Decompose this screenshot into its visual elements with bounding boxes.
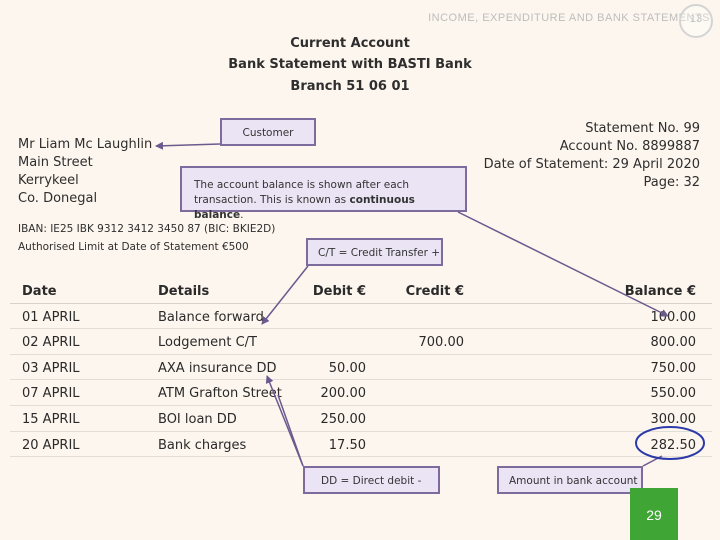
account-number: Account No. 8899887 bbox=[559, 139, 700, 154]
customer-county: Co. Donegal bbox=[18, 191, 98, 206]
row-debit: 250.00 bbox=[320, 411, 367, 427]
balance-arrow bbox=[457, 211, 669, 317]
page-number: 29 bbox=[646, 507, 662, 523]
row-details: AXA insurance DD bbox=[158, 360, 277, 376]
table-row: 20 APRIL Bank charges 17.50 282.50 bbox=[10, 432, 712, 458]
row-details: BOI loan DD bbox=[158, 411, 237, 427]
statement-number: Statement No. 99 bbox=[585, 121, 700, 136]
continuous-balance-end: . bbox=[240, 209, 244, 221]
slide-number: 13 bbox=[689, 13, 703, 25]
page-number-badge bbox=[630, 488, 678, 540]
row-details: Bank charges bbox=[158, 437, 247, 453]
row-details: ATM Grafton Street bbox=[158, 386, 282, 402]
row-debit: 17.50 bbox=[328, 437, 366, 453]
customer-callout: Customer bbox=[220, 118, 316, 146]
table-header-row: Date Details Debit € Credit € Balance € bbox=[10, 278, 712, 304]
table-row: 15 APRIL BOI loan DD 250.00 300.00 bbox=[10, 406, 712, 432]
customer-callout-text: Customer bbox=[242, 127, 294, 139]
continuous-balance-callout: The account balance is shown after each … bbox=[180, 166, 467, 221]
row-balance: 550.00 bbox=[650, 386, 697, 402]
slide-number-circle bbox=[679, 4, 713, 38]
table-row: 03 APRIL AXA insurance DD 50.00 750.00 bbox=[10, 355, 712, 381]
row-details: Balance forward bbox=[158, 309, 264, 325]
account-type-heading: Current Account bbox=[290, 36, 410, 51]
header-details: Details bbox=[158, 284, 210, 299]
continuous-balance-term: continuous balance bbox=[194, 194, 415, 221]
row-date: 15 APRIL bbox=[22, 411, 80, 427]
direct-debit-callout: DD = Direct debit - bbox=[303, 466, 440, 494]
header-date: Date bbox=[22, 284, 57, 299]
statement-page: Page: 32 bbox=[643, 175, 700, 190]
authorised-limit: Authorised Limit at Date of Statement €5… bbox=[18, 241, 249, 253]
direct-debit-text: DD = Direct debit - bbox=[321, 475, 422, 487]
header-credit: Credit € bbox=[405, 284, 464, 299]
row-date: 01 APRIL bbox=[22, 309, 80, 325]
row-balance: 300.00 bbox=[650, 411, 697, 427]
customer-name: Mr Liam Mc Laughlin bbox=[18, 137, 153, 152]
customer-town: Kerrykeel bbox=[18, 173, 79, 188]
branch-heading: Branch 51 06 01 bbox=[290, 79, 410, 94]
row-debit: 50.00 bbox=[328, 360, 366, 376]
row-credit: 700.00 bbox=[418, 335, 465, 351]
direct-debit-arrow-loan bbox=[277, 394, 304, 467]
amount-callout-text: Amount in bank account bbox=[509, 475, 638, 487]
transaction-table: Date Details Debit € Credit € Balance € … bbox=[10, 278, 712, 458]
iban-line: IBAN: IE25 IBK 9312 3412 3450 87 (BIC: B… bbox=[18, 223, 276, 235]
row-balance: 800.00 bbox=[650, 335, 697, 351]
row-details: Lodgement C/T bbox=[158, 335, 257, 351]
row-date: 20 APRIL bbox=[22, 437, 80, 453]
amount-callout: Amount in bank account bbox=[497, 466, 643, 494]
final-balance-highlight bbox=[635, 426, 705, 460]
row-date: 07 APRIL bbox=[22, 386, 80, 402]
continuous-balance-text: The account balance is shown after each … bbox=[194, 179, 410, 206]
credit-transfer-text: C/T = Credit Transfer + bbox=[318, 247, 441, 259]
header-balance: Balance € bbox=[624, 284, 696, 299]
bank-name-heading: Bank Statement with BASTI Bank bbox=[228, 57, 472, 72]
row-balance: 282.50 bbox=[650, 437, 697, 453]
credit-transfer-arrow bbox=[261, 265, 309, 325]
table-row: 02 APRIL Lodgement C/T 700.00 800.00 bbox=[10, 329, 712, 355]
table-row: 07 APRIL ATM Grafton Street 200.00 550.0… bbox=[10, 380, 712, 406]
customer-arrow bbox=[155, 141, 221, 150]
row-balance: 750.00 bbox=[650, 360, 697, 376]
customer-street: Main Street bbox=[18, 155, 93, 170]
statement-date: Date of Statement: 29 April 2020 bbox=[483, 157, 700, 172]
slide-title: INCOME, EXPENDITURE AND BANK STATEMENTS bbox=[428, 12, 710, 24]
credit-transfer-callout: C/T = Credit Transfer + bbox=[306, 238, 443, 266]
row-date: 02 APRIL bbox=[22, 335, 80, 351]
row-debit: 200.00 bbox=[320, 386, 367, 402]
row-date: 03 APRIL bbox=[22, 360, 80, 376]
table-row: 01 APRIL Balance forward 100.00 bbox=[10, 304, 712, 330]
header-debit: Debit € bbox=[312, 284, 366, 299]
